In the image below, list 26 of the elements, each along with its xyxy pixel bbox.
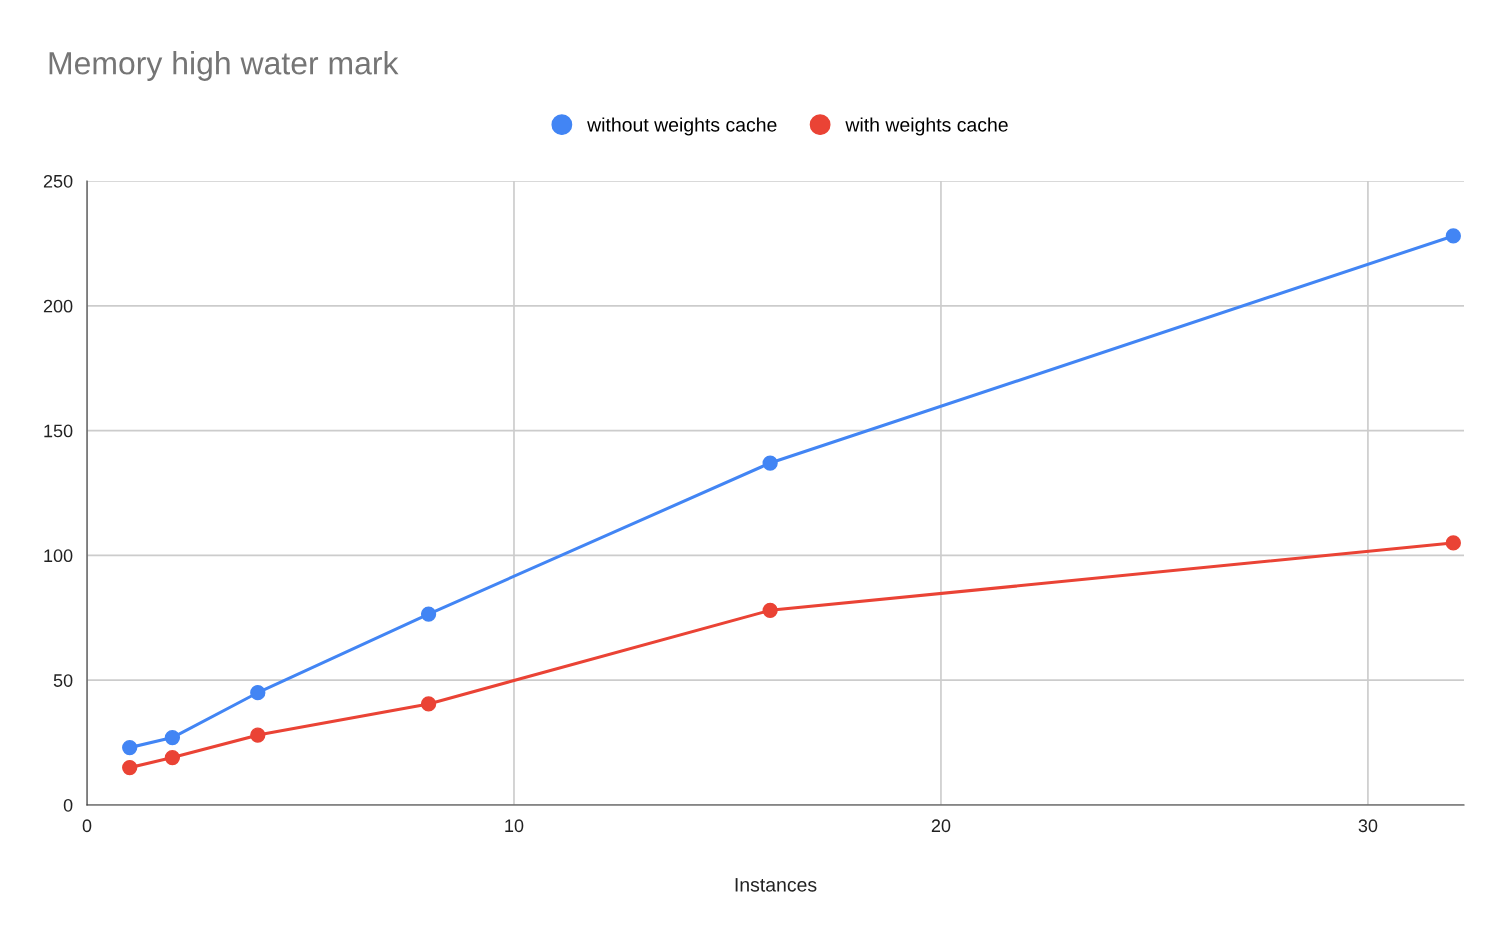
point	[250, 685, 266, 701]
point	[164, 749, 181, 766]
y-tick-label: 200	[43, 299, 73, 313]
point	[122, 739, 138, 756]
x-axis-title: Instances	[735, 878, 817, 892]
x-tick-label: 0	[82, 819, 92, 833]
point	[420, 606, 437, 622]
point	[250, 727, 266, 743]
y-tick-label: 50	[53, 674, 73, 687]
chart-title: Memory high water mark	[49, 51, 399, 81]
y-tick-label: 150	[44, 424, 73, 438]
point	[1445, 228, 1461, 244]
point	[762, 602, 778, 618]
legend-label: with weights cache	[845, 117, 1008, 136]
x-tick-label: 20	[931, 819, 951, 833]
y-tick-label: 0	[63, 798, 73, 812]
y-tick-label: 250	[43, 174, 73, 188]
point	[164, 729, 181, 746]
point	[122, 759, 138, 776]
y-tick-label: 100	[44, 549, 73, 563]
x-tick-label: 30	[1358, 819, 1378, 833]
x-tick-label: 10	[505, 819, 524, 833]
point	[1445, 535, 1461, 551]
legend-label: without weights cache	[587, 117, 777, 136]
point	[762, 455, 778, 471]
point	[420, 696, 437, 712]
